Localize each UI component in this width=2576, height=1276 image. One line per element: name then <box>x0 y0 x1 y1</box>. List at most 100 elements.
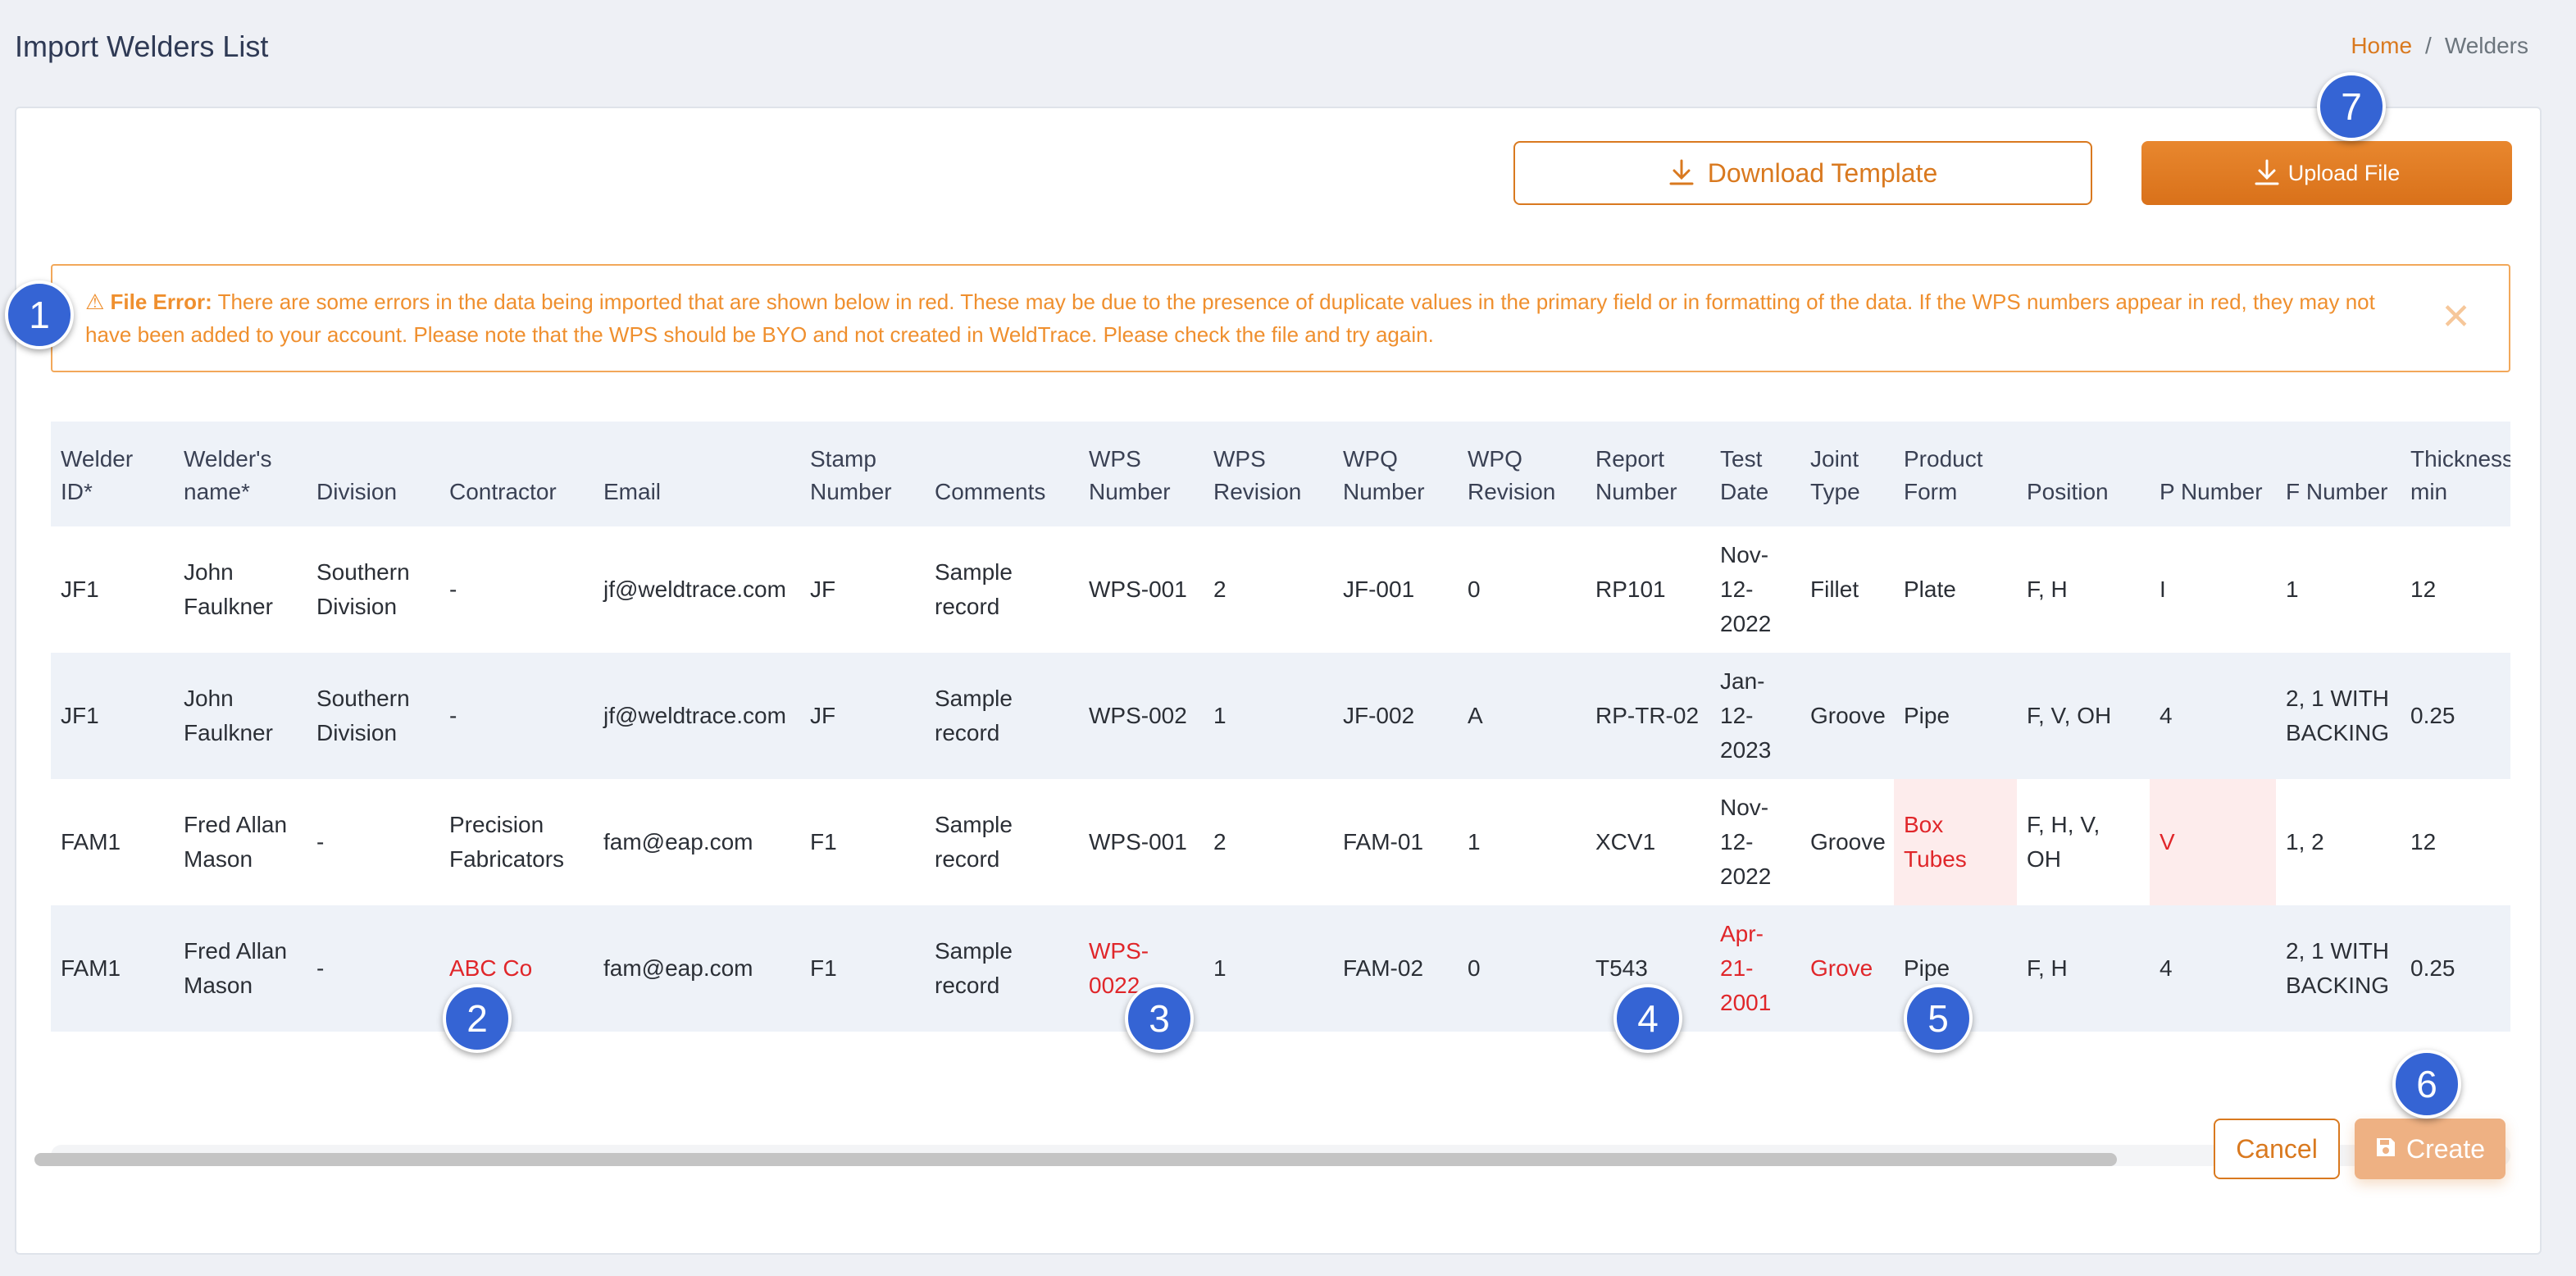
table-cell: XCV1 <box>1595 829 1656 854</box>
column-header: Email <box>594 422 800 526</box>
table-row: FAM1 Fred Allan Mason - ABC Co fam@eap.com F1… <box>51 905 2510 1032</box>
table-row: FAM1 Fred Allan Mason - Precision Fabricato… <box>51 779 2510 905</box>
alert-lead: File Error: <box>110 289 212 314</box>
callout-marker-4: 4 <box>1613 984 1682 1053</box>
table-cell: jf@weldtrace.com <box>603 576 786 602</box>
column-header: Joint Type <box>1800 422 1894 526</box>
table-cell: JF-001 <box>1343 576 1415 602</box>
column-header: Welder's name* <box>174 422 307 526</box>
callout-marker-2: 2 <box>443 984 512 1053</box>
table-cell: 1, 2 <box>2286 829 2324 854</box>
table-cell: Fred Allan Mason <box>174 905 307 1032</box>
table-cell: - <box>316 829 325 854</box>
column-header: P Number <box>2150 422 2276 526</box>
table-cell: 2 <box>1213 829 1227 854</box>
table-cell: Groove <box>1810 829 1886 854</box>
warning-icon: ⚠ <box>85 289 105 314</box>
table-cell: Sample record <box>925 905 1079 1032</box>
table-row: JF1 John Faulkner Southern Division - jf@wel… <box>51 526 2510 653</box>
breadcrumb-separator: / <box>2425 33 2432 58</box>
table-cell: FAM-01 <box>1343 829 1424 854</box>
table-cell: jf@weldtrace.com <box>594 653 800 779</box>
table-cell: Pipe <box>1894 653 2017 779</box>
table-cell: Fillet <box>1810 576 1859 602</box>
welders-table: Welder ID* Welder's name* Division Contract… <box>51 422 2510 1032</box>
column-header: Thickness min <box>2401 422 2510 526</box>
table-cell: F, V, OH <box>2017 653 2150 779</box>
table-cell: fam@eap.com <box>594 905 800 1032</box>
table-cell: I <box>2160 576 2166 602</box>
table-cell: JF1 <box>61 576 99 602</box>
table-cell: John Faulkner <box>174 653 307 779</box>
upload-file-button[interactable]: Upload File <box>2141 141 2512 205</box>
table-cell: Sample record <box>925 653 1079 779</box>
table-cell: JF <box>800 653 925 779</box>
table-cell: 2, 1 WITH BACKING <box>2276 653 2401 779</box>
table-cell: - <box>439 653 594 779</box>
table-cell: A <box>1458 653 1586 779</box>
table-cell: Jan-12-2023 <box>1710 653 1800 779</box>
column-header: WPQ Revision <box>1458 422 1586 526</box>
table-cell: Plate <box>1904 576 1956 602</box>
table-cell: 2, 1 WITH BACKING <box>2276 905 2401 1032</box>
table-cell: JF-002 <box>1333 653 1458 779</box>
column-header: Product Form <box>1894 422 2017 526</box>
welders-table-container: Welder ID* Welder's name* Division Contract… <box>51 422 2510 1140</box>
table-header-row: Welder ID* Welder's name* Division Contract… <box>51 422 2510 526</box>
table-cell: John Faulkner <box>184 559 273 619</box>
create-button[interactable]: Create <box>2355 1119 2505 1179</box>
save-icon <box>2375 1134 2396 1164</box>
table-cell: - <box>449 576 457 602</box>
table-cell: FAM1 <box>61 829 121 854</box>
callout-marker-5: 5 <box>1904 984 1973 1053</box>
column-header: WPS Revision <box>1204 422 1333 526</box>
table-cell: Fred Allan Mason <box>184 812 288 872</box>
download-template-label: Download Template <box>1707 157 1938 188</box>
table-cell: F1 <box>810 829 837 854</box>
column-header: Report Number <box>1586 422 1710 526</box>
close-icon[interactable]: ✕ <box>2441 297 2471 337</box>
page-title: Import Welders List <box>15 30 269 63</box>
column-header: WPQ Number <box>1333 422 1458 526</box>
table-cell: RP-TR-02 <box>1586 653 1710 779</box>
alert-message: There are some errors in the data being … <box>85 289 2375 347</box>
upload-file-label: Upload File <box>2287 160 2401 185</box>
table-cell: fam@eap.com <box>603 829 753 854</box>
table-cell: Groove <box>1800 653 1894 779</box>
table-cell: RP101 <box>1595 576 1666 602</box>
table-cell: 4 <box>2150 905 2276 1032</box>
table-cell: WPS-001 <box>1089 829 1187 854</box>
breadcrumb-current: Welders <box>2444 33 2528 58</box>
table-cell: - <box>307 905 439 1032</box>
table-cell: Southern Division <box>307 653 439 779</box>
create-label: Create <box>2405 1133 2486 1164</box>
column-header: Stamp Number <box>800 422 925 526</box>
table-cell: 1 <box>1204 905 1333 1032</box>
breadcrumb-home-link[interactable]: Home <box>2351 33 2413 58</box>
table-cell-error: Box Tubes <box>1894 779 2017 905</box>
table-cell: 0 <box>1458 905 1586 1032</box>
column-header: WPS Number <box>1079 422 1204 526</box>
horizontal-scrollbar-thumb[interactable] <box>34 1153 2117 1166</box>
table-cell: JF1 <box>51 653 174 779</box>
table-cell: Southern Division <box>316 559 410 619</box>
table-cell: Sample record <box>935 812 1013 872</box>
table-cell: Nov-12-2022 <box>1720 542 1772 636</box>
table-row: JF1 John Faulkner Southern Division - jf@wel… <box>51 653 2510 779</box>
table-cell: 0.25 <box>2401 905 2510 1032</box>
column-header: Comments <box>925 422 1079 526</box>
cancel-button[interactable]: Cancel <box>2214 1119 2340 1179</box>
callout-marker-3: 3 <box>1125 984 1194 1053</box>
table-cell: F, H <box>2017 905 2150 1032</box>
table-cell: WPS-001 <box>1089 576 1187 602</box>
table-cell: Nov-12-2022 <box>1720 795 1772 889</box>
table-cell: 12 <box>2410 576 2437 602</box>
upload-icon <box>2254 159 2280 187</box>
download-template-button[interactable]: Download Template <box>1513 141 2092 205</box>
table-cell: 1 <box>1204 653 1333 779</box>
import-card: Download Template Upload File ⚠ File Err… <box>15 107 2542 1255</box>
table-cell: 4 <box>2150 653 2276 779</box>
table-cell: 1 <box>2286 576 2299 602</box>
table-cell-error: Apr-21-2001 <box>1710 905 1800 1032</box>
breadcrumb: Home / Welders <box>2351 33 2528 59</box>
